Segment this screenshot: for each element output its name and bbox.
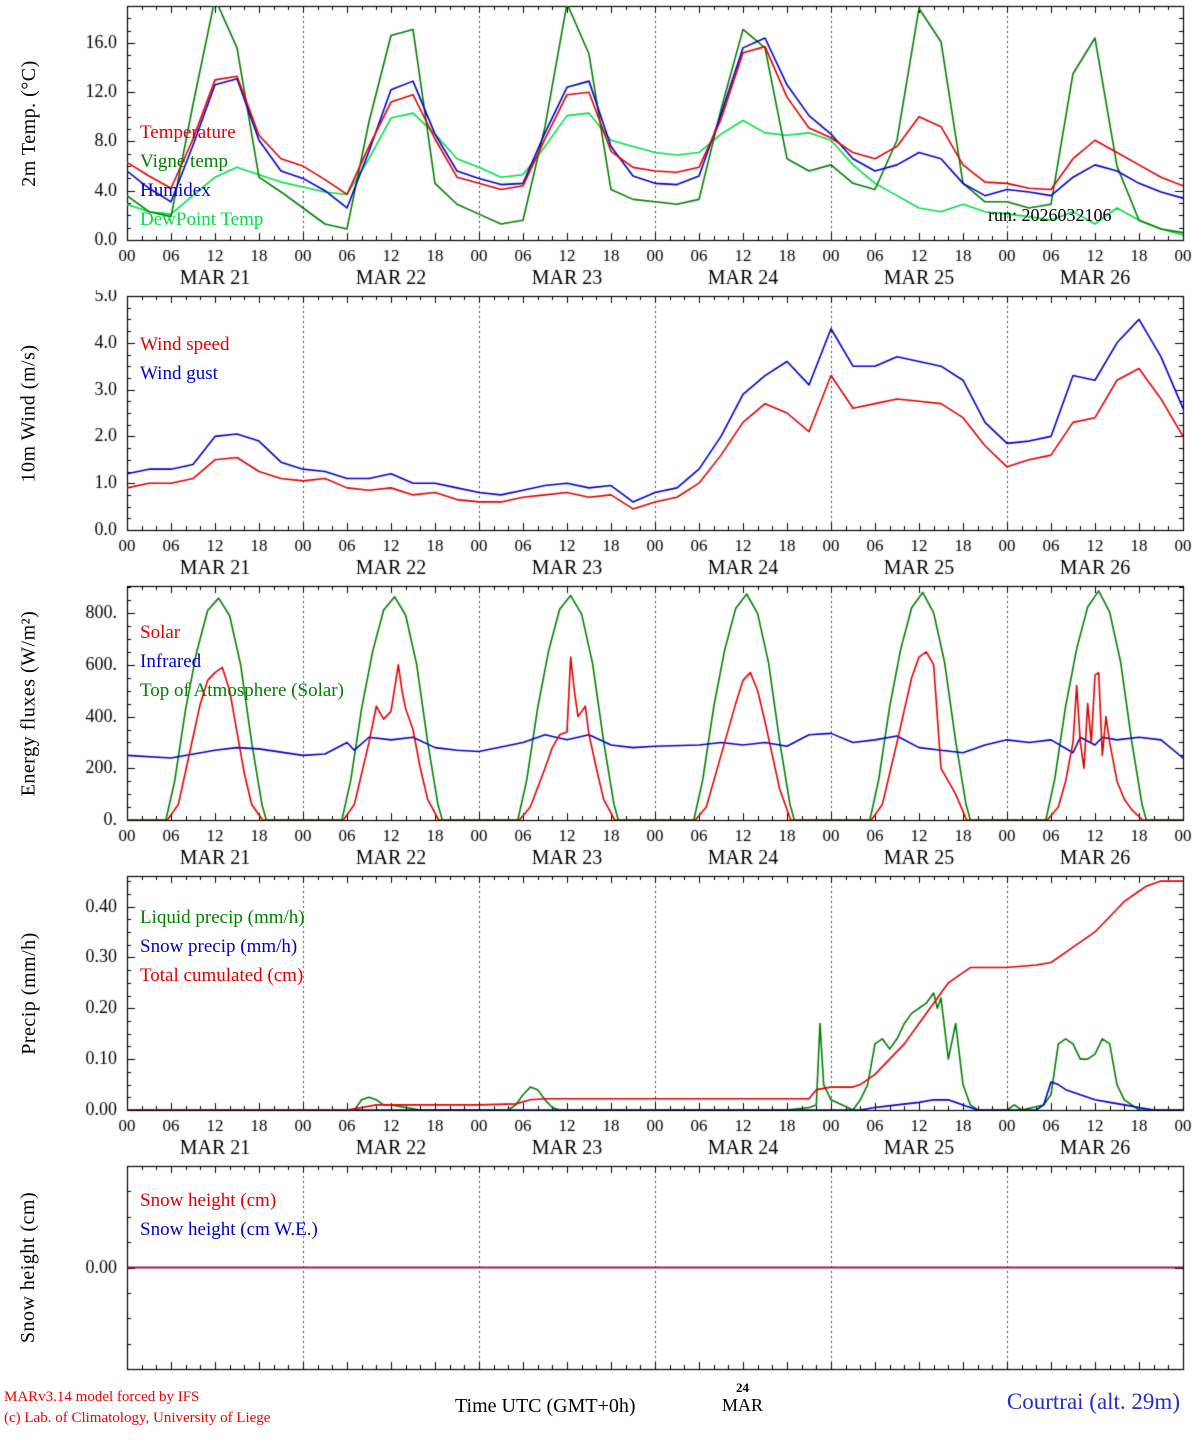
precip-panel: Precip (mm/h) Liquid precip (mm/h) Snow …	[0, 870, 1194, 1160]
model-credit-line: (c) Lab. of Climatology, University of L…	[4, 1410, 271, 1426]
energy-flux-panel: Energy fluxes (W/m²) Solar Infrared Top …	[0, 580, 1194, 870]
wind-chart	[0, 290, 1194, 580]
month-marker: 24 MAR	[722, 1380, 764, 1416]
energy-flux-chart	[0, 580, 1194, 870]
model-credits: MARv3.14 model forced by IFS (c) Lab. of…	[4, 1387, 270, 1429]
precip-chart	[0, 870, 1194, 1160]
temperature-panel: 2m Temp. (°C) Temperature Vigne temp Hum…	[0, 0, 1194, 290]
wind-panel: 10m Wind (m/s) Wind speed Wind gust	[0, 290, 1194, 580]
time-axis-label: Time UTC (GMT+0h)	[455, 1395, 636, 1417]
snow-height-chart	[0, 1160, 1194, 1375]
footer: MARv3.14 model forced by IFS (c) Lab. of…	[0, 1375, 1194, 1440]
station-label: Courtrai (alt. 29m)	[1006, 1389, 1180, 1414]
snow-height-panel: Snow height (cm) Snow height (cm) Snow h…	[0, 1160, 1194, 1375]
temperature-chart	[0, 0, 1194, 290]
month-marker-day: 24	[736, 1380, 749, 1395]
month-marker-month: MAR	[722, 1395, 764, 1415]
model-credit-line: MARv3.14 model forced by IFS	[4, 1389, 200, 1405]
